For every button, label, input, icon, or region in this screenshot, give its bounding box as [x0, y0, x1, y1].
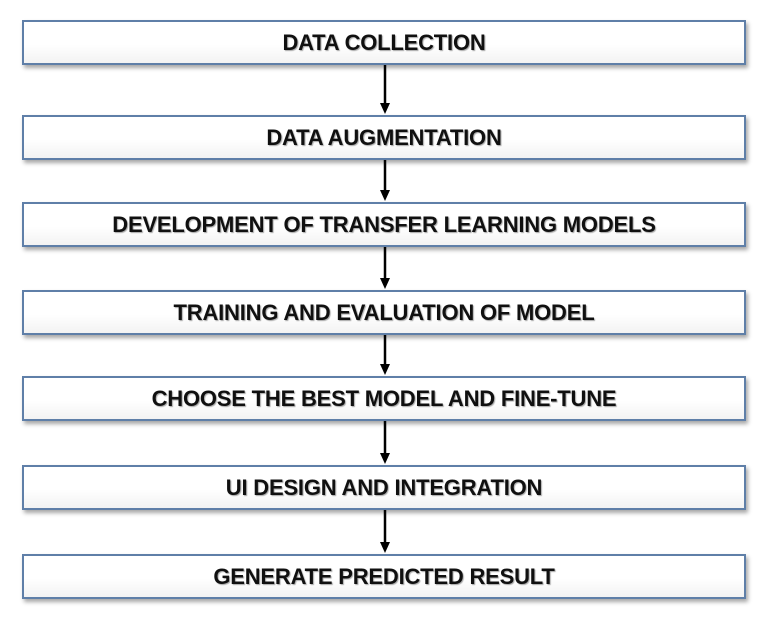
arrow-down-icon	[378, 247, 392, 290]
arrow-down-icon	[378, 65, 392, 115]
arrow-down-icon	[378, 335, 392, 376]
step-data-collection: DATA COLLECTION	[22, 20, 746, 65]
arrow-down-icon	[378, 160, 392, 202]
step-label: CHOOSE THE BEST MODEL AND FINE-TUNE	[151, 385, 617, 411]
step-label: DEVELOPMENT OF TRANSFER LEARNING MODELS	[112, 211, 656, 237]
step-choose-best-model: CHOOSE THE BEST MODEL AND FINE-TUNE	[22, 376, 746, 421]
step-label: GENERATE PREDICTED RESULT	[213, 563, 555, 589]
step-label: TRAINING AND EVALUATION OF MODEL	[173, 299, 595, 325]
step-label: DATA AUGMENTATION	[266, 124, 502, 150]
step-generate-result: GENERATE PREDICTED RESULT	[22, 554, 746, 599]
step-data-augmentation: DATA AUGMENTATION	[22, 115, 746, 160]
step-training-evaluation: TRAINING AND EVALUATION OF MODEL	[22, 290, 746, 335]
arrow-down-icon	[378, 421, 392, 465]
step-transfer-learning-models: DEVELOPMENT OF TRANSFER LEARNING MODELS	[22, 202, 746, 247]
step-ui-design: UI DESIGN AND INTEGRATION	[22, 465, 746, 510]
arrow-down-icon	[378, 510, 392, 554]
step-label: UI DESIGN AND INTEGRATION	[225, 474, 543, 500]
step-label: DATA COLLECTION	[282, 29, 486, 55]
